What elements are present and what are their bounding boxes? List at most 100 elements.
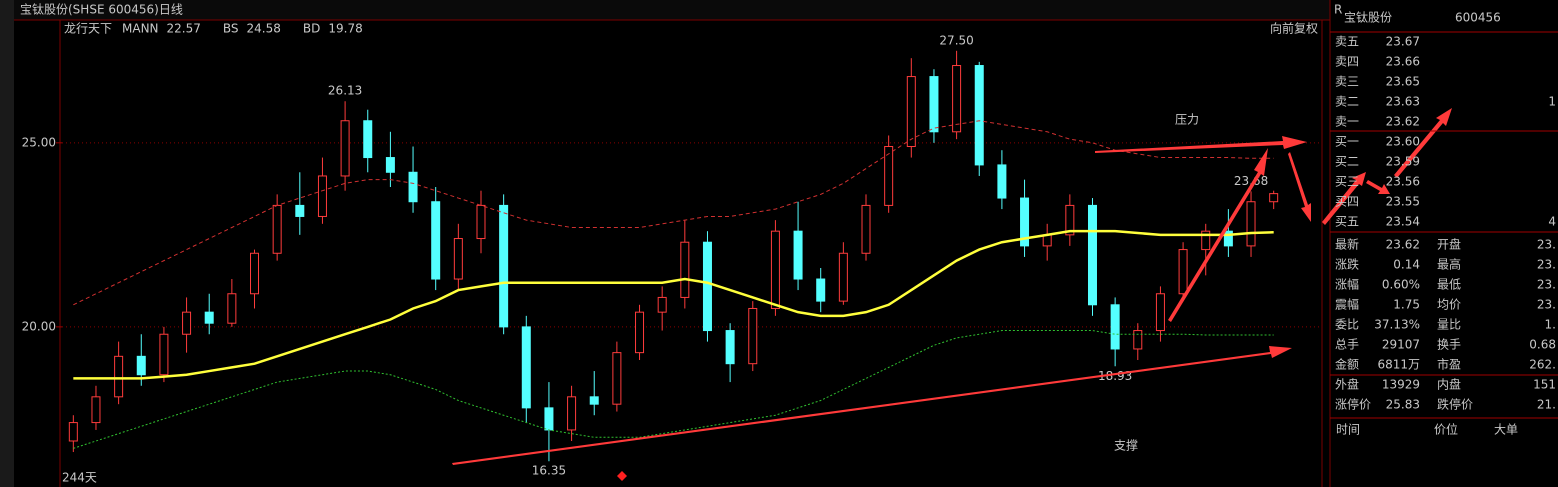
candle-body bbox=[385, 157, 395, 173]
candle-body bbox=[431, 201, 441, 280]
candle-body bbox=[1269, 193, 1279, 203]
stat-value: 23.62 bbox=[1386, 238, 1420, 252]
book-price: 23.60 bbox=[1386, 135, 1420, 149]
candle-body bbox=[1133, 330, 1143, 350]
low-annotation: 16.35 bbox=[532, 464, 566, 478]
candle-body bbox=[250, 252, 260, 295]
quote-flag: R bbox=[1334, 3, 1342, 17]
candle-body bbox=[657, 296, 667, 313]
stat-label: 总手 bbox=[1335, 338, 1359, 352]
stat-label: 最新 bbox=[1335, 237, 1359, 252]
stat-value: 1. bbox=[1545, 318, 1556, 332]
candle-body bbox=[1110, 304, 1120, 350]
candle-body bbox=[340, 120, 350, 177]
stat-label: 最高 bbox=[1437, 257, 1461, 272]
candle-body bbox=[363, 120, 373, 159]
stat-value: 21. bbox=[1537, 398, 1556, 412]
book-price: 23.63 bbox=[1386, 95, 1420, 109]
book-label: 卖三 bbox=[1335, 75, 1359, 89]
candle-body bbox=[1201, 230, 1211, 251]
book-label: 买二 bbox=[1335, 155, 1359, 169]
trend-arrow bbox=[1322, 172, 1366, 225]
candle-body bbox=[997, 164, 1007, 199]
candle-body bbox=[838, 252, 848, 302]
legend-value: 19.78 bbox=[328, 22, 362, 36]
stat-value: 23. bbox=[1537, 278, 1556, 292]
side-strip bbox=[0, 0, 14, 487]
candle-body bbox=[136, 355, 146, 376]
candle-body bbox=[906, 76, 916, 148]
candle-body bbox=[816, 278, 826, 302]
candle-body bbox=[91, 396, 101, 424]
candle-body bbox=[1155, 293, 1165, 332]
stat-value: 23. bbox=[1537, 298, 1556, 312]
y-tick-label: 20.00 bbox=[22, 319, 56, 333]
candle-body bbox=[1223, 230, 1233, 247]
book-label: 买三 bbox=[1335, 175, 1359, 189]
stat-label: 震幅 bbox=[1335, 297, 1359, 312]
note-pressure: 压力 bbox=[1175, 113, 1199, 127]
candle-body bbox=[635, 311, 645, 354]
candle-body bbox=[159, 333, 169, 376]
candle-body bbox=[499, 204, 509, 328]
high-annotation: 26.13 bbox=[328, 84, 362, 98]
candle-body bbox=[1246, 201, 1256, 247]
book-label: 卖四 bbox=[1335, 55, 1359, 69]
stat-value: 0.68 bbox=[1529, 338, 1556, 352]
book-price: 23.59 bbox=[1386, 155, 1420, 169]
stat-label: 最低 bbox=[1437, 278, 1461, 292]
stat-value: 0.60% bbox=[1382, 278, 1420, 292]
candle-body bbox=[1020, 197, 1030, 247]
quote-name: 宝钛股份 bbox=[1344, 10, 1392, 25]
stat-value: 23. bbox=[1537, 258, 1556, 272]
candle-body bbox=[589, 396, 599, 405]
stat-value: 13929 bbox=[1382, 378, 1420, 392]
indicator-name: 龙行天下 bbox=[64, 22, 112, 36]
candle-body bbox=[1065, 204, 1075, 236]
book-label: 卖一 bbox=[1335, 115, 1359, 129]
candle-body bbox=[544, 407, 554, 431]
stat-value: 23. bbox=[1537, 238, 1556, 252]
candle-body bbox=[204, 311, 214, 324]
candle-body bbox=[1178, 249, 1188, 295]
candle-body bbox=[476, 204, 486, 240]
book-price: 23.54 bbox=[1386, 215, 1420, 229]
book-price: 23.65 bbox=[1386, 75, 1420, 89]
window-title: 宝钛股份(SHSE 600456)日线 bbox=[20, 2, 183, 17]
candle-body bbox=[725, 330, 735, 365]
support-arrow bbox=[452, 346, 1292, 465]
candle-body bbox=[974, 65, 984, 166]
stat-label: 委比 bbox=[1335, 318, 1359, 332]
stat-value: 1.75 bbox=[1393, 298, 1420, 312]
stat-value: 262. bbox=[1529, 358, 1556, 372]
stat-label: 开盘 bbox=[1437, 237, 1461, 252]
stat-label: 量比 bbox=[1437, 318, 1461, 332]
stat-value: 29107 bbox=[1382, 338, 1420, 352]
candle-body bbox=[521, 326, 531, 409]
candle-body bbox=[680, 241, 690, 298]
legend-name: BS bbox=[223, 22, 239, 36]
candle-body bbox=[884, 146, 894, 206]
trend-arrow bbox=[1168, 148, 1268, 322]
legend-name: BD bbox=[303, 22, 320, 36]
book-price: 23.67 bbox=[1386, 35, 1420, 49]
high-annotation: 27.50 bbox=[939, 33, 973, 47]
legend-value: 22.57 bbox=[167, 22, 201, 36]
candle-body bbox=[612, 352, 622, 405]
candle-body bbox=[453, 238, 463, 280]
candle-body bbox=[770, 230, 780, 309]
book-label: 买五 bbox=[1335, 215, 1359, 229]
ma-line bbox=[73, 120, 1274, 306]
candle-body bbox=[748, 307, 758, 365]
candle-body bbox=[1087, 204, 1097, 306]
stat-label: 金额 bbox=[1335, 357, 1359, 372]
marker bbox=[617, 471, 627, 481]
note-support: 支撑 bbox=[1114, 438, 1138, 453]
book-volume: 4 bbox=[1548, 215, 1556, 229]
candle-body bbox=[295, 204, 305, 217]
stat-value: 151 bbox=[1533, 378, 1556, 392]
candle-body bbox=[227, 293, 237, 324]
